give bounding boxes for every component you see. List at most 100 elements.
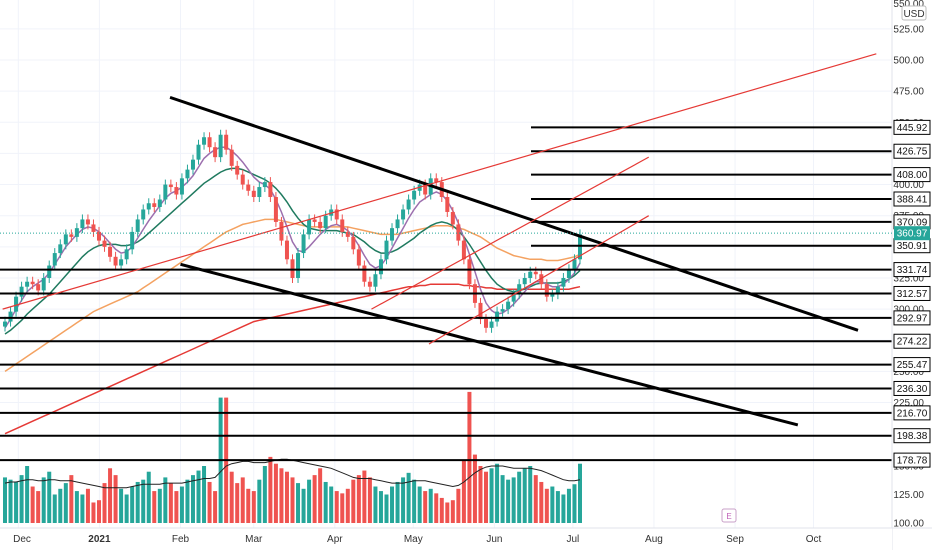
candle-body [152, 203, 157, 207]
candle-body [356, 249, 361, 266]
candle-body [113, 256, 118, 266]
candle-body [47, 265, 52, 278]
candle [63, 229, 68, 250]
candle-body [312, 219, 317, 222]
volume-bar [484, 471, 489, 523]
level-label: 312.57 [893, 285, 931, 301]
level-label-text: 255.47 [897, 360, 928, 371]
level-label: 445.92 [893, 119, 931, 135]
volume-bar [506, 479, 511, 523]
candle [296, 248, 301, 283]
candle-body [307, 219, 312, 235]
volume-bar [384, 494, 389, 523]
candle [318, 216, 323, 234]
candle [218, 129, 223, 163]
volume-bar [80, 494, 85, 523]
volume-bar [578, 463, 582, 523]
candle [478, 297, 483, 325]
volume-bar [434, 493, 439, 523]
level-label-box [893, 143, 931, 159]
candle-body [8, 311, 13, 322]
candle-body [213, 147, 218, 158]
level-label-text: 236.30 [897, 384, 928, 395]
candle [522, 273, 527, 290]
volume-bar [179, 486, 184, 523]
candle-body [25, 281, 30, 287]
candle-body [157, 199, 162, 207]
horizontal-levels[interactable] [0, 126, 892, 462]
volume-bar [412, 479, 417, 523]
volume-bar [511, 477, 516, 523]
trendlines[interactable] [2, 53, 877, 427]
level-label-box [893, 357, 931, 373]
candle [572, 254, 577, 275]
price-tick-label: 300.00 [893, 305, 924, 316]
candle-body [30, 281, 35, 285]
volume-bar [367, 477, 372, 523]
candle [74, 223, 79, 242]
volume-bar [213, 491, 218, 523]
level-label-box [893, 428, 931, 444]
price-tick-label: 225.00 [893, 398, 924, 409]
candle-body [434, 178, 439, 183]
volume-bar [428, 488, 433, 523]
candle [384, 235, 389, 265]
candle [41, 273, 46, 296]
candle [467, 254, 472, 290]
candle-body [550, 294, 555, 297]
candle-body [63, 234, 68, 245]
volume-bar [544, 488, 549, 523]
timeframe-icon[interactable]: E [721, 508, 737, 523]
volume-bar [572, 484, 577, 523]
candle-body [268, 182, 273, 198]
candle-body [318, 221, 323, 229]
candle-body [190, 159, 195, 170]
time-axis[interactable]: Dec 2021 Feb Mar Apr May Jun Jul Aug Sep Oct [0, 527, 932, 550]
candle-body [235, 165, 240, 175]
volume-bar [135, 481, 140, 523]
volume-bar [533, 475, 538, 523]
candle [119, 254, 124, 271]
time-tick-label: Dec [13, 534, 31, 545]
volume-bar [561, 494, 566, 523]
volume-bar [301, 488, 306, 523]
candle [235, 160, 240, 180]
trendline [180, 262, 799, 427]
volume-bar [168, 483, 173, 523]
candle [8, 306, 13, 327]
volume-bar [207, 481, 212, 523]
volume-bar [334, 491, 339, 523]
time-tick-label: Jul [566, 534, 579, 545]
level-label-text: 370.09 [897, 217, 928, 228]
level-label-box [893, 119, 931, 135]
level-label-text: 331.74 [897, 265, 928, 276]
volume-bar [251, 491, 256, 523]
candle [240, 169, 245, 190]
candle-body [395, 219, 400, 229]
candle-body [572, 259, 577, 270]
candle [273, 192, 278, 227]
level-label-box [893, 405, 931, 421]
volume-bar [85, 488, 90, 523]
volume-bar [373, 486, 378, 523]
candle [108, 241, 113, 262]
candle [157, 194, 162, 212]
candle [202, 132, 207, 150]
candle-body [119, 259, 124, 266]
level-label: 292.97 [893, 310, 931, 326]
candle-body [185, 169, 190, 179]
trendline [169, 95, 859, 332]
candle-body [384, 240, 389, 260]
candle-body [566, 269, 571, 278]
candle-body [202, 137, 207, 145]
candle-body [96, 231, 101, 241]
level-label-text: 216.70 [897, 408, 928, 419]
candle [445, 192, 450, 217]
candle-body [102, 240, 107, 247]
candle-body [41, 277, 46, 291]
level-label-text: 274.22 [897, 337, 928, 348]
time-tick-label: Aug [645, 534, 663, 545]
candle-body [80, 219, 85, 229]
